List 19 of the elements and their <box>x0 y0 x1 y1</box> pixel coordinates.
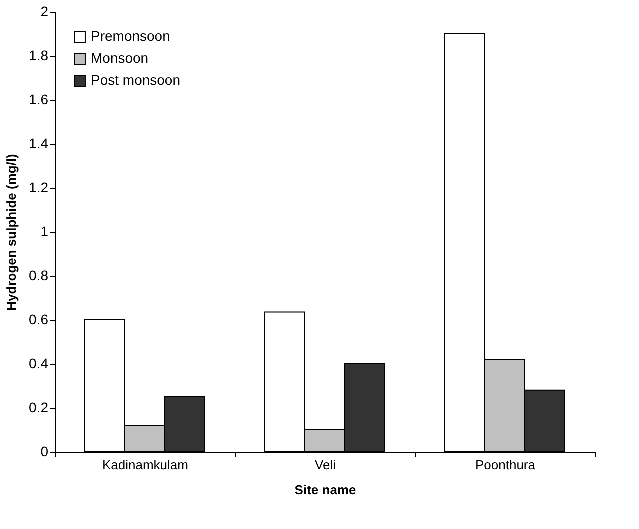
y-tick-label: 0.4 <box>29 356 49 372</box>
x-axis-title: Site name <box>294 482 356 498</box>
y-tick-label: 2 <box>40 4 49 20</box>
y-tick-label: 1.6 <box>29 92 49 108</box>
y-tick-label: 0.2 <box>29 400 49 416</box>
y-tick-label: 1.8 <box>29 48 49 64</box>
legend-label: Monsoon <box>91 50 149 66</box>
y-tick-label: 1.4 <box>29 136 49 152</box>
y-axis-title: Hydrogen sulphide (mg/l) <box>4 154 20 311</box>
legend-label: Post monsoon <box>91 72 180 88</box>
y-tick-label: 0 <box>40 444 49 460</box>
y-tick-label: 0.6 <box>29 312 49 328</box>
x-tick-label: Veli <box>315 458 336 472</box>
y-tick-label: 1.2 <box>29 180 49 196</box>
x-tick-label: Poonthura <box>476 458 536 472</box>
legend-label: Premonsoon <box>91 28 170 44</box>
y-tick-label: 1 <box>40 224 49 240</box>
x-tick-label: Kadinamkulam <box>102 458 188 472</box>
y-tick-label: 0.8 <box>29 268 49 284</box>
